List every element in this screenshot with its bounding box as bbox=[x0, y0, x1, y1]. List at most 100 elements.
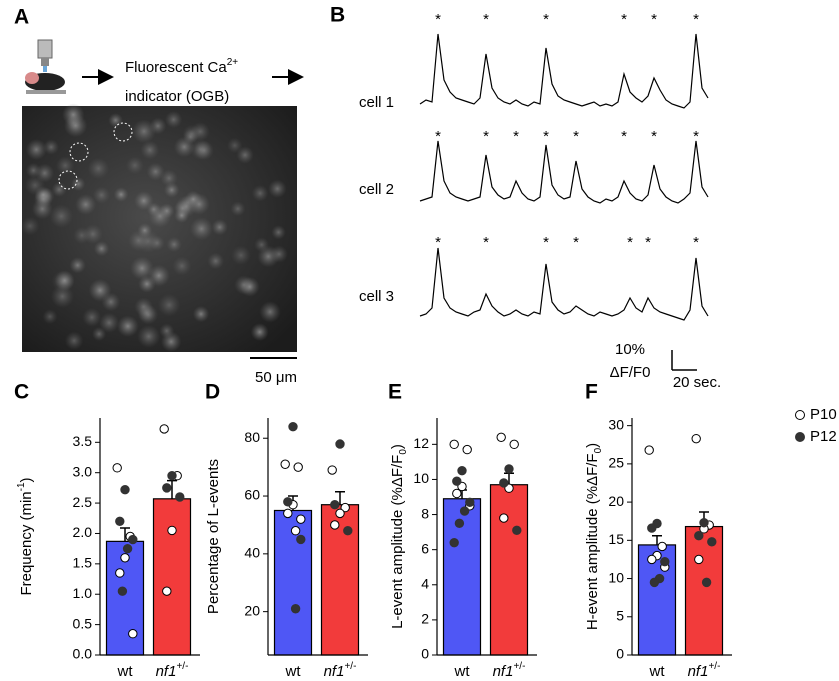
x-tick-label: nf1+/- bbox=[324, 661, 357, 680]
data-point bbox=[296, 534, 306, 545]
y-tick-label: 1.5 bbox=[73, 555, 93, 571]
cell-body bbox=[71, 176, 86, 192]
data-point bbox=[175, 492, 185, 502]
data-point bbox=[699, 518, 709, 528]
cell-body bbox=[43, 139, 59, 155]
data-point bbox=[499, 478, 509, 488]
y-tick-label: 5 bbox=[616, 607, 624, 623]
y-tick-label: 2 bbox=[421, 611, 429, 627]
text-part: Percentage of L-events bbox=[205, 459, 222, 614]
category-text: wt bbox=[285, 663, 302, 680]
data-point bbox=[120, 553, 130, 563]
data-point bbox=[283, 508, 293, 519]
data-point bbox=[335, 508, 345, 519]
cell-label: cell 3 bbox=[359, 288, 394, 305]
cell-body bbox=[130, 256, 154, 281]
data-point bbox=[115, 516, 125, 527]
y-tick-label: 0.0 bbox=[73, 646, 93, 662]
data-point bbox=[120, 485, 130, 495]
category-text: nf1 bbox=[493, 663, 514, 680]
category-superscript: +/- bbox=[344, 661, 356, 672]
cell-body bbox=[251, 184, 269, 202]
data-point bbox=[694, 531, 704, 541]
cell-body bbox=[64, 331, 84, 350]
cell-body bbox=[117, 315, 139, 337]
event-marker: * bbox=[483, 11, 489, 28]
category-superscript: +/- bbox=[513, 661, 525, 672]
bar bbox=[489, 484, 529, 656]
cell-body bbox=[93, 240, 110, 257]
data-point bbox=[162, 586, 172, 596]
cell-body bbox=[189, 217, 213, 241]
data-point bbox=[647, 554, 657, 565]
cell-body bbox=[271, 225, 286, 240]
trace bbox=[419, 247, 709, 321]
data-point bbox=[449, 439, 459, 450]
data-point bbox=[509, 439, 519, 450]
category-superscript: +/- bbox=[176, 661, 188, 672]
y-tick-label: 3.0 bbox=[73, 463, 93, 479]
data-point bbox=[496, 432, 506, 443]
data-point bbox=[454, 518, 465, 529]
event-marker: * bbox=[573, 128, 579, 145]
text-part: 0 bbox=[398, 449, 409, 455]
cell-body bbox=[75, 194, 97, 215]
data-point bbox=[293, 462, 303, 472]
y-axis-label: H-event amplitude (%ΔF/F0) bbox=[584, 443, 604, 630]
text-part: 0 bbox=[593, 447, 604, 453]
cell-body bbox=[25, 138, 47, 161]
error-bar bbox=[167, 479, 177, 499]
data-point bbox=[459, 506, 470, 516]
data-point bbox=[290, 604, 301, 614]
data-point bbox=[694, 554, 704, 565]
cell-body bbox=[146, 162, 165, 181]
data-point bbox=[452, 476, 462, 486]
y-tick-label: 1.0 bbox=[73, 585, 93, 601]
cell-body bbox=[159, 323, 175, 339]
y-tick-label: 12 bbox=[413, 435, 429, 451]
data-point bbox=[280, 459, 290, 469]
cell-body bbox=[54, 270, 75, 291]
data-point bbox=[512, 525, 522, 536]
cell-body bbox=[83, 224, 103, 244]
y-tick-label: 0 bbox=[421, 646, 429, 662]
y-tick-label: 2.5 bbox=[73, 494, 93, 510]
data-point bbox=[647, 523, 657, 533]
event-marker: * bbox=[693, 234, 699, 251]
data-point bbox=[128, 629, 138, 639]
panel-label: C bbox=[14, 381, 29, 404]
cell-body bbox=[137, 303, 156, 322]
error-bar bbox=[120, 527, 130, 542]
trace bbox=[419, 140, 709, 204]
cell-body bbox=[236, 146, 254, 164]
cell-body bbox=[42, 309, 58, 325]
bar bbox=[637, 544, 677, 656]
y-tick-label: 3.5 bbox=[73, 433, 93, 449]
cell-body bbox=[160, 169, 178, 187]
y-axis-label: L-event amplitude (%ΔF/F0) bbox=[389, 444, 409, 629]
bar bbox=[152, 498, 192, 656]
category-superscript: +/- bbox=[708, 661, 720, 672]
cell-body bbox=[92, 326, 107, 342]
scale-bar-label: 50 μm bbox=[255, 369, 297, 386]
text-part: Fluorescent Ca bbox=[125, 59, 227, 76]
category-text: wt bbox=[454, 663, 471, 680]
cell-body bbox=[211, 219, 228, 236]
data-point bbox=[691, 433, 701, 444]
event-marker: * bbox=[627, 234, 633, 251]
legend-label: P12 bbox=[810, 428, 837, 445]
event-marker: * bbox=[693, 11, 699, 28]
data-point bbox=[707, 537, 717, 547]
cell-bodies bbox=[20, 103, 288, 352]
cell-body bbox=[259, 301, 281, 323]
cell-body bbox=[140, 140, 160, 160]
cell-body bbox=[108, 113, 123, 128]
y-tick-label: 20 bbox=[244, 602, 260, 618]
event-marker: * bbox=[621, 11, 627, 28]
data-point bbox=[128, 534, 138, 545]
category-text: nf1 bbox=[688, 663, 709, 680]
event-marker: * bbox=[435, 234, 441, 251]
category-text: nf1 bbox=[156, 663, 177, 680]
data-point bbox=[449, 537, 459, 548]
cell-body bbox=[132, 119, 156, 144]
